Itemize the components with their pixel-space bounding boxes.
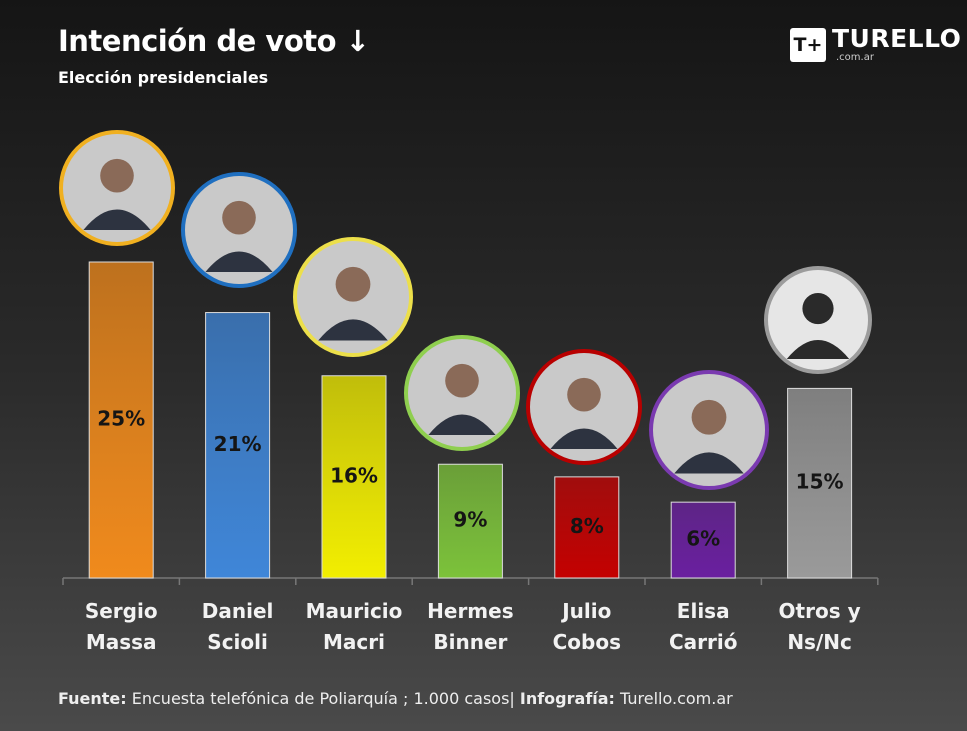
bar — [670, 501, 736, 579]
value-label: 6% — [686, 527, 720, 551]
portrait-head — [691, 399, 727, 435]
portrait-head — [222, 200, 256, 235]
chart-subtitle: Elección presidenciales — [58, 68, 269, 87]
bar — [205, 312, 271, 579]
x-tick-label: Julio Cobos — [552, 599, 621, 654]
value-label: 25% — [97, 407, 145, 431]
bar — [787, 387, 853, 579]
portrait-head — [802, 292, 834, 325]
logo-mark: T+ — [790, 28, 826, 62]
source-label: Fuente: — [58, 689, 127, 708]
value-label: 9% — [453, 508, 487, 532]
value-label: 21% — [214, 432, 262, 456]
portrait-head — [335, 266, 371, 302]
logo-name: TURELLO — [832, 24, 962, 53]
footer: Fuente: Encuesta telefónica de Poliarquí… — [58, 689, 733, 708]
bar — [437, 463, 503, 579]
x-tick-label: Daniel Scioli — [201, 599, 274, 654]
portrait-body — [674, 452, 744, 474]
value-label: 16% — [330, 463, 378, 487]
x-tick-label: Sergio Massa — [84, 599, 158, 654]
bar — [321, 375, 387, 579]
portrait-head — [445, 363, 479, 398]
bar — [554, 476, 620, 579]
portrait-body — [205, 251, 273, 272]
logo-domain: .com.ar — [836, 52, 874, 63]
bar — [88, 261, 154, 579]
x-tick-label: Hermes Binner — [427, 599, 514, 654]
credit-label: Infografía: — [519, 689, 615, 708]
value-label: 15% — [796, 470, 844, 494]
source-text: Encuesta telefónica de Poliarquía ; 1.00… — [126, 689, 520, 708]
portrait-head — [567, 377, 601, 412]
portrait-body — [786, 340, 850, 359]
x-tick-label: Otros y Ns/Nc — [778, 599, 861, 654]
portrait-head — [100, 158, 134, 193]
portrait-body — [318, 319, 388, 341]
x-tick-label: Mauricio Macri — [305, 599, 403, 654]
x-tick-label: Elisa Carrió — [668, 599, 738, 654]
portrait-body — [428, 414, 496, 435]
chart-title: Intención de voto ↓ — [58, 24, 370, 58]
credit-text: Turello.com.ar — [614, 689, 733, 708]
value-label: 8% — [570, 514, 604, 538]
portrait-body — [83, 209, 151, 230]
portrait-body — [550, 428, 618, 449]
